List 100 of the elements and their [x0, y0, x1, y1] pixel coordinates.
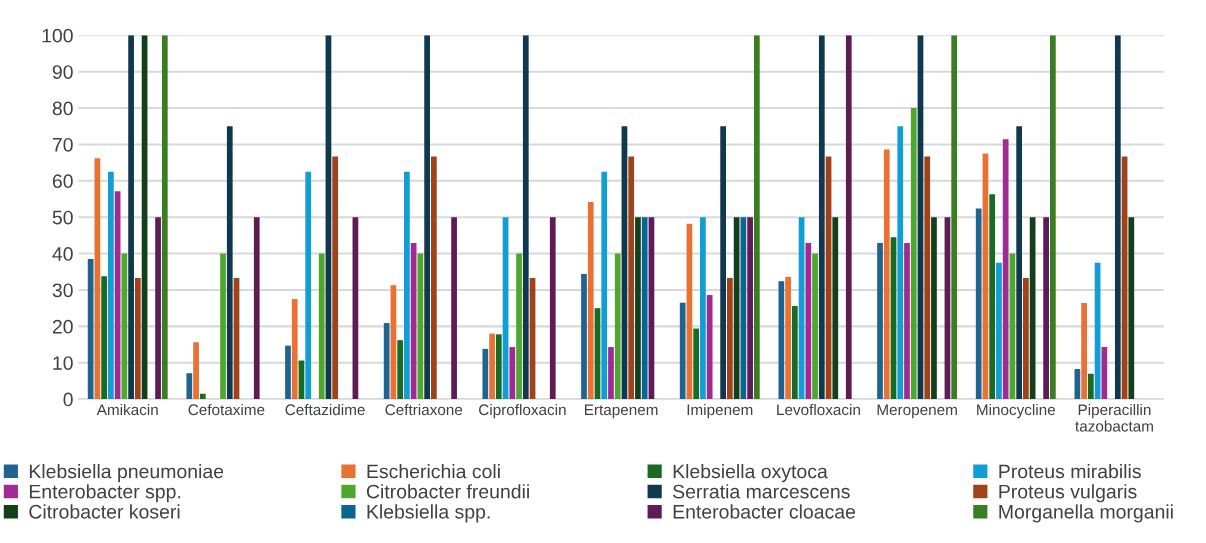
legend-label: Serratia marcescens [673, 484, 850, 499]
bar [404, 171, 410, 400]
bar [910, 108, 917, 400]
bar [989, 194, 996, 400]
bar [727, 277, 733, 400]
bar [1101, 347, 1108, 400]
bar [430, 156, 437, 400]
bar [904, 243, 910, 400]
bar [951, 35, 958, 400]
bar [883, 149, 890, 400]
x-tick-label: Cefotaxime [188, 403, 265, 416]
bar [383, 323, 390, 400]
legend-label: Klebsiella oxytoca [673, 464, 828, 483]
bar [1023, 277, 1029, 400]
bar [608, 347, 614, 400]
legend-label: Proteus vulgaris [999, 484, 1137, 503]
y-tick-label: 80 [52, 101, 73, 116]
bar [581, 273, 587, 400]
bar [706, 295, 713, 400]
y-tick-label: 90 [52, 65, 73, 79]
x-tick-label: Levofloxacin [777, 403, 860, 416]
bar [549, 217, 556, 400]
legend-label: Enterobacter cloacae [673, 504, 856, 519]
bar [812, 253, 818, 400]
bar [522, 35, 529, 400]
bar [1016, 126, 1023, 400]
bar [818, 35, 825, 400]
bar [509, 347, 516, 400]
bar [747, 217, 753, 400]
legend-label: Morganella morganii [999, 504, 1173, 523]
y-tick-label: 100 [42, 28, 73, 43]
bar [332, 156, 339, 400]
bar [641, 217, 648, 400]
bar [318, 253, 325, 400]
x-tick-label: Piperacillin tazobactam [1075, 403, 1153, 432]
x-tick-label: Meropenem [877, 404, 957, 419]
bar [397, 340, 404, 400]
bar [516, 253, 522, 400]
bar [693, 328, 700, 400]
y-tick-label: 0 [63, 392, 73, 407]
bar [134, 277, 141, 400]
bar [253, 217, 260, 400]
y-tick-label: 30 [52, 283, 73, 298]
x-tick-label: Ciprofloxacin [479, 403, 566, 419]
bar [155, 217, 161, 400]
bar [226, 126, 233, 400]
bar [87, 259, 94, 400]
x-tick-label: Amikacin [96, 403, 158, 416]
bar [1081, 303, 1087, 400]
bar [785, 276, 791, 400]
bar [975, 208, 982, 400]
bar [161, 35, 168, 400]
bar [601, 171, 608, 400]
bar [628, 156, 635, 400]
bar [778, 281, 785, 400]
bar [424, 35, 430, 400]
x-tick-label: Imipenem [687, 403, 753, 419]
bar [635, 217, 641, 400]
bar [1050, 35, 1056, 400]
bar [305, 171, 312, 400]
x-tick-label: Ertapenem [584, 404, 658, 419]
bar [482, 348, 489, 400]
bar [489, 333, 495, 400]
x-tick-label: Minocycline [977, 403, 1056, 419]
legend-label: Proteus mirabilis [999, 464, 1141, 479]
bar [1002, 139, 1009, 400]
legend-label: Escherichia coli [367, 464, 500, 479]
bar [1043, 217, 1049, 400]
bar [924, 156, 931, 400]
y-tick-label: 40 [52, 247, 73, 261]
bar [753, 35, 760, 400]
bar [805, 243, 812, 400]
legend-label: Klebsiella spp. [367, 504, 490, 523]
bar [128, 35, 134, 400]
bar [614, 253, 621, 400]
y-tick-label: 70 [52, 137, 73, 152]
bar [679, 302, 686, 400]
legend-label: Citrobacter koseri [29, 504, 180, 519]
bar [1128, 217, 1135, 400]
x-tick-label: Ceftazidime [285, 403, 365, 416]
bar [832, 217, 839, 400]
bar [495, 334, 502, 400]
bar [791, 305, 798, 400]
bar [193, 342, 199, 400]
legend-label: Enterobacter spp. [29, 484, 181, 503]
bar [740, 217, 747, 400]
bar [121, 253, 128, 400]
bar [587, 201, 594, 400]
bar [1114, 35, 1121, 400]
x-tick-label: Ceftriaxone [385, 403, 463, 416]
bar [877, 243, 883, 400]
y-tick-label: 20 [52, 319, 73, 334]
bar [720, 126, 726, 400]
y-tick-label: 60 [52, 174, 73, 189]
bar [285, 345, 291, 400]
bar [451, 217, 457, 400]
legend-label: Klebsiella pneumoniae [29, 464, 224, 483]
bar [186, 373, 193, 400]
legend-label: Citrobacter freundii [366, 484, 529, 499]
bar [931, 217, 937, 400]
